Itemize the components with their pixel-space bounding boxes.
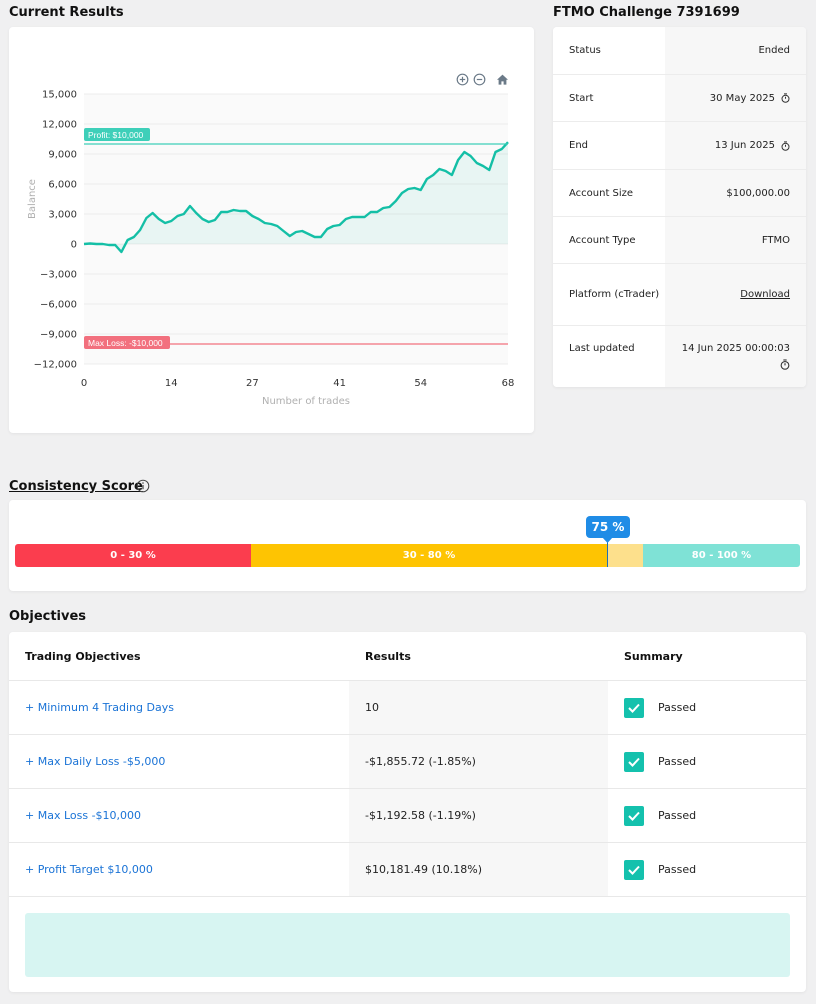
objective-result: $10,181.49 (10.18%) bbox=[349, 843, 608, 896]
y-tick-label: −6,000 bbox=[40, 300, 77, 311]
stopwatch-icon bbox=[780, 359, 790, 370]
x-tick-label: 41 bbox=[333, 378, 346, 389]
table-header: Trading Objectives Results Summary bbox=[9, 632, 806, 681]
profit-target-label: Profit: $10,000 bbox=[88, 130, 144, 140]
y-tick-label: 0 bbox=[71, 240, 77, 251]
platform-label: Platform (cTrader) bbox=[553, 264, 665, 325]
objective-link[interactable]: + Max Daily Loss -$5,000 bbox=[25, 755, 166, 768]
objective-link[interactable]: + Max Loss -$10,000 bbox=[25, 809, 142, 822]
score-badge: 75 % bbox=[586, 516, 630, 538]
objective-result: 10 bbox=[349, 681, 608, 734]
x-tick-label: 68 bbox=[502, 378, 515, 389]
end-row: End 13 Jun 2025 bbox=[553, 122, 806, 170]
start-label: Start bbox=[553, 75, 665, 121]
objectives-footer-banner bbox=[25, 913, 790, 977]
balance-chart: 15,000 12,000 9,000 6,000 3,000 0 −3,000 −6,000… bbox=[27, 90, 515, 408]
status-label: Status bbox=[553, 27, 665, 74]
status-value: Ended bbox=[758, 45, 790, 56]
check-icon bbox=[624, 751, 644, 772]
max-loss-tag bbox=[84, 336, 170, 349]
challenge-title: FTMO Challenge 7391699 bbox=[553, 5, 740, 20]
chart-card: 15,000 12,000 9,000 6,000 3,000 0 −3,000 −6,000… bbox=[9, 27, 534, 433]
objectives-table: Trading Objectives Results Summary + Min… bbox=[9, 632, 806, 992]
objective-summary: Passed bbox=[658, 863, 697, 876]
y-tick-label: 3,000 bbox=[48, 210, 77, 221]
platform-row: Platform (cTrader) Download bbox=[553, 264, 806, 326]
objective-summary: Passed bbox=[658, 701, 697, 714]
end-value: 13 Jun 2025 bbox=[714, 140, 775, 151]
y-tick-label: −9,000 bbox=[40, 330, 77, 341]
header-trading-objectives: Trading Objectives bbox=[25, 650, 141, 663]
objective-summary: Passed bbox=[658, 809, 697, 822]
last-updated-value: 14 Jun 2025 00:00:03 bbox=[681, 343, 790, 354]
y-tick-label: 6,000 bbox=[48, 180, 77, 191]
segment-mid: 30 - 80 % bbox=[251, 544, 607, 567]
start-row: Start 30 May 2025 bbox=[553, 75, 806, 122]
check-icon bbox=[624, 697, 644, 718]
end-label: End bbox=[553, 122, 665, 169]
stopwatch-icon bbox=[781, 93, 790, 103]
y-axis-label: Balance bbox=[27, 179, 38, 219]
account-type-label: Account Type bbox=[553, 217, 665, 263]
objective-result: -$1,855.72 (-1.85%) bbox=[349, 735, 608, 788]
check-icon bbox=[624, 805, 644, 826]
score-marker-line bbox=[607, 538, 608, 567]
objective-link[interactable]: + Minimum 4 Trading Days bbox=[25, 701, 174, 714]
x-tick-label: 54 bbox=[414, 378, 427, 389]
header-results: Results bbox=[365, 650, 411, 663]
info-icon[interactable] bbox=[136, 479, 150, 493]
consistency-score-card: 0 - 30 % 30 - 80 % 80 - 100 % 75 % bbox=[9, 500, 806, 591]
x-tick-label: 0 bbox=[81, 378, 87, 389]
y-tick-label: 9,000 bbox=[48, 150, 77, 161]
table-row: + Max Daily Loss -$5,000 -$1,855.72 (-1.… bbox=[9, 735, 806, 789]
zoom-in-icon[interactable] bbox=[456, 73, 469, 86]
table-row: + Max Loss -$10,000 -$1,192.58 (-1.19%) … bbox=[9, 789, 806, 843]
account-type-row: Account Type FTMO bbox=[553, 217, 806, 264]
chart-toolbar bbox=[456, 73, 509, 86]
header-summary: Summary bbox=[624, 650, 683, 663]
table-row: + Minimum 4 Trading Days 10 Passed bbox=[9, 681, 806, 735]
objectives-title: Objectives bbox=[9, 609, 87, 624]
account-type-value: FTMO bbox=[761, 234, 790, 246]
table-row: + Profit Target $10,000 $10,181.49 (10.1… bbox=[9, 843, 806, 897]
objective-link[interactable]: + Profit Target $10,000 bbox=[25, 863, 153, 876]
account-size-row: Account Size $100,000.00 bbox=[553, 170, 806, 217]
account-size-label: Account Size bbox=[553, 170, 665, 216]
segment-mid-remainder bbox=[607, 544, 643, 567]
last-updated-label: Last updated bbox=[553, 326, 665, 387]
x-tick-label: 27 bbox=[246, 378, 259, 389]
x-axis-label: Number of trades bbox=[262, 396, 350, 407]
balance-line bbox=[83, 141, 509, 254]
plot-area bbox=[84, 94, 508, 364]
account-size-value: $100,000.00 bbox=[726, 187, 790, 199]
segment-low: 0 - 30 % bbox=[15, 544, 251, 567]
check-icon bbox=[624, 859, 644, 880]
balance-area bbox=[84, 142, 508, 252]
home-icon[interactable] bbox=[496, 73, 509, 86]
challenge-details-card: Status Ended Start 30 May 2025 End 13 Ju… bbox=[553, 27, 806, 387]
segment-high: 80 - 100 % bbox=[643, 544, 800, 567]
current-results-title: Current Results bbox=[9, 5, 124, 20]
y-tick-label: −3,000 bbox=[40, 270, 77, 281]
status-row: Status Ended bbox=[553, 27, 806, 75]
objective-summary: Passed bbox=[658, 755, 697, 768]
objective-result: -$1,192.58 (-1.19%) bbox=[349, 789, 608, 842]
y-tick-label: −12,000 bbox=[34, 360, 77, 371]
profit-target-tag bbox=[84, 128, 150, 141]
score-marker-pointer bbox=[602, 537, 613, 543]
last-updated-row: Last updated 14 Jun 2025 00:00:03 bbox=[553, 326, 806, 387]
download-link[interactable]: Download bbox=[740, 289, 790, 300]
start-value: 30 May 2025 bbox=[709, 92, 775, 104]
y-tick-label: 12,000 bbox=[42, 120, 77, 131]
max-loss-label: Max Loss: -$10,000 bbox=[88, 338, 163, 348]
x-tick-label: 14 bbox=[165, 378, 178, 389]
consistency-score-title[interactable]: Consistency Score bbox=[9, 479, 143, 494]
y-tick-label: 15,000 bbox=[42, 90, 77, 101]
zoom-out-icon[interactable] bbox=[473, 73, 486, 86]
stopwatch-icon bbox=[781, 140, 790, 151]
